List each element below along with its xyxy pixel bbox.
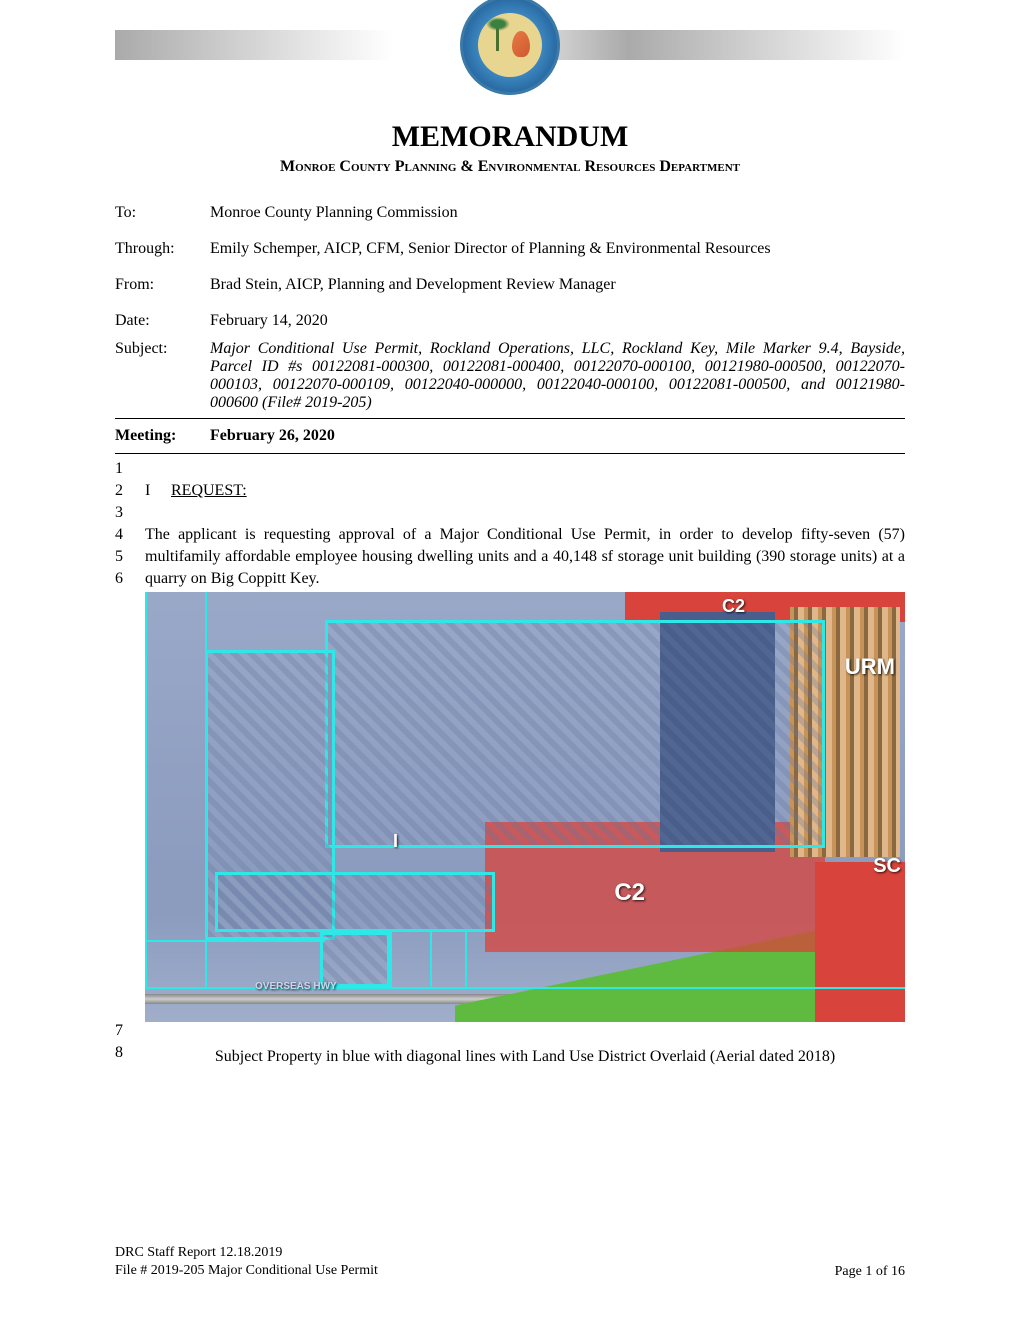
line-number: 6 [115, 568, 145, 590]
footer-file-number: File # 2019-205 Major Conditional Use Pe… [115, 1262, 378, 1280]
memo-label-from: From: [115, 276, 210, 294]
line-number: 2 [115, 480, 145, 502]
map-label-i: I [393, 830, 398, 852]
map-caption: Subject Property in blue with diagonal l… [145, 1046, 905, 1068]
memo-label-through: Through: [115, 240, 210, 258]
memo-label-to: To: [115, 204, 210, 222]
zoning-map: URM C2 C2 SC I OVERSEAS HWY [145, 592, 905, 1022]
divider-bottom [115, 453, 905, 454]
map-label-c2-top: C2 [722, 595, 745, 617]
map-label-urm: URM [845, 656, 895, 678]
section-heading: I REQUEST: [145, 480, 905, 502]
line-number: 7 [115, 1020, 145, 1042]
line-number: 5 [115, 546, 145, 568]
header-banner [115, 30, 905, 60]
memo-value-subject: Major Conditional Use Permit, Rockland O… [210, 340, 905, 412]
line-number: 3 [115, 502, 145, 524]
subject-parcel-bottom [215, 872, 495, 932]
meeting-label: Meeting: [115, 427, 210, 445]
request-paragraph: The applicant is requesting approval of … [145, 524, 905, 590]
line-number: 8 [115, 1042, 145, 1064]
meeting-value: February 26, 2020 [210, 427, 335, 445]
county-seal [460, 0, 560, 95]
memo-value-to: Monroe County Planning Commission [210, 204, 905, 222]
page-number: Page 1 of 16 [835, 1264, 905, 1280]
map-label-sc: SC [873, 855, 901, 877]
divider-top [115, 418, 905, 419]
memo-value-through: Emily Schemper, AICP, CFM, Senior Direct… [210, 240, 905, 258]
memo-fields: To: Monroe County Planning Commission Th… [115, 204, 905, 412]
memo-value-date: February 14, 2020 [210, 312, 905, 330]
subject-parcel-main [325, 620, 825, 848]
body-section: 1 2 3 4 5 6 7 8 I REQUEST: The applicant… [115, 458, 905, 1068]
memo-label-date: Date: [115, 312, 210, 330]
line-numbers-column: 1 2 3 4 5 6 7 8 [115, 458, 145, 1068]
map-label-highway: OVERSEAS HWY [255, 976, 337, 998]
section-number: I [145, 480, 167, 502]
meeting-row: Meeting: February 26, 2020 [115, 423, 905, 449]
line-number: 1 [115, 458, 145, 480]
document-subtitle: Monroe County Planning & Environmental R… [115, 158, 905, 176]
map-label-c2-mid: C2 [614, 882, 645, 904]
memo-value-from: Brad Stein, AICP, Planning and Developme… [210, 276, 905, 294]
body-text: I REQUEST: The applicant is requesting a… [145, 458, 905, 1068]
page-footer: DRC Staff Report 12.18.2019 File # 2019-… [115, 1244, 905, 1280]
section-title: REQUEST: [171, 482, 247, 499]
footer-report-date: DRC Staff Report 12.18.2019 [115, 1244, 378, 1262]
document-title: MEMORANDUM [115, 120, 905, 154]
memo-label-subject: Subject: [115, 340, 210, 412]
line-number: 4 [115, 524, 145, 546]
